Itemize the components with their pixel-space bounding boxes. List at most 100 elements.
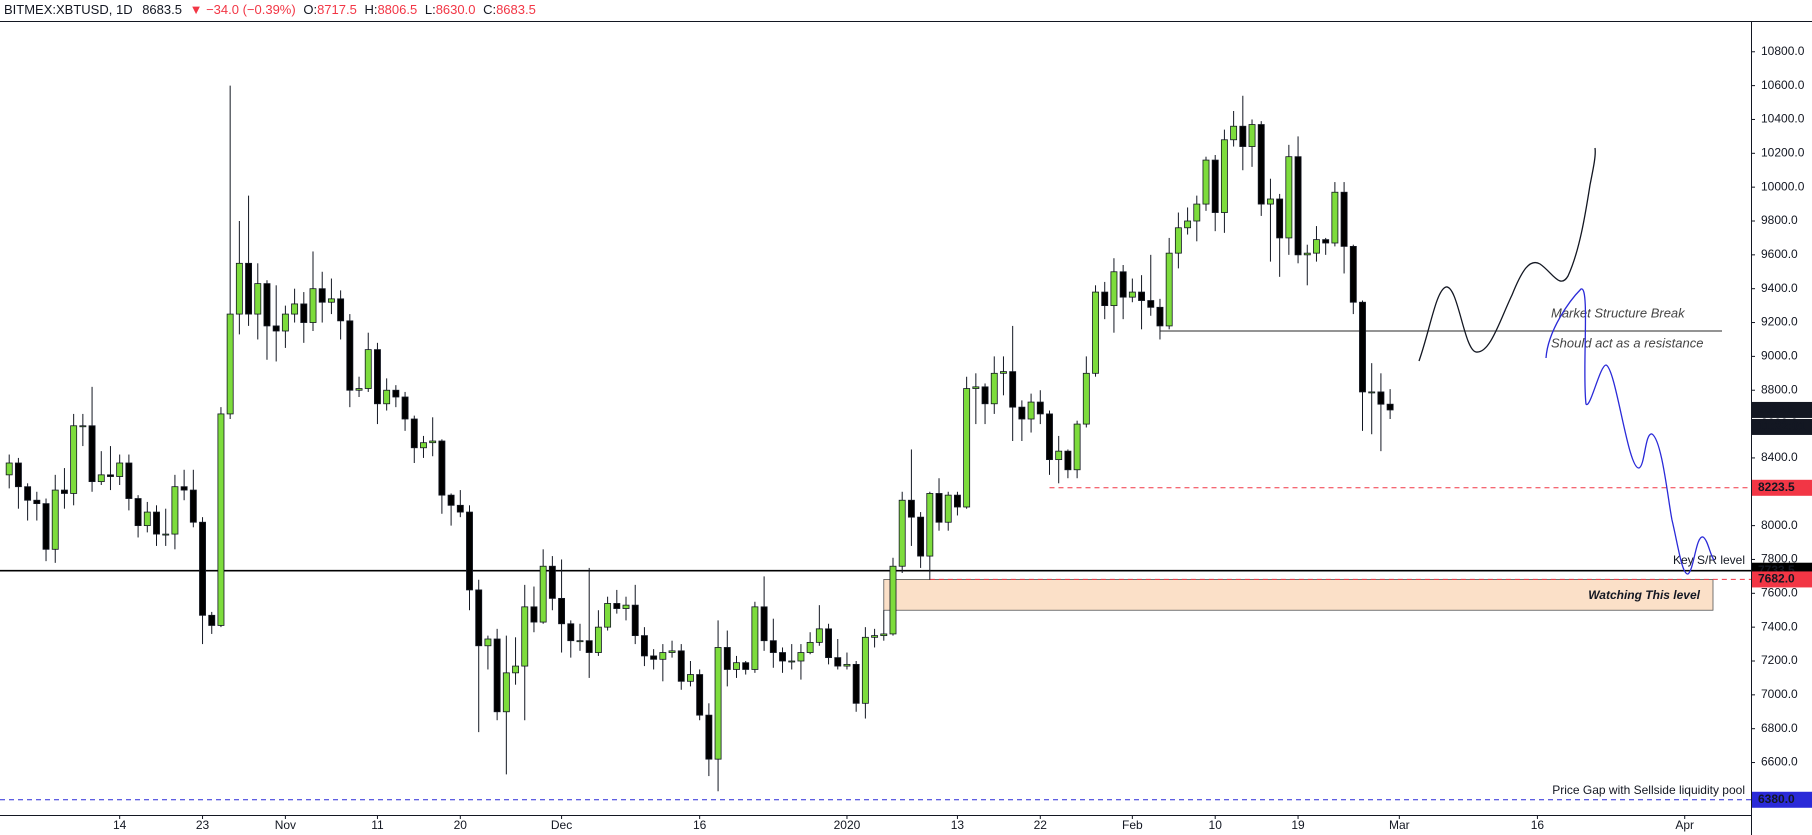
candle-body [429, 440, 437, 444]
candle-body [1046, 413, 1053, 461]
price-tag [1752, 479, 1812, 496]
x-tick-label: 13 [951, 818, 965, 832]
candle-body [1248, 124, 1256, 147]
candle-body [760, 606, 768, 642]
candle-body [834, 657, 842, 667]
y-tick-label: 7600.0 [1761, 585, 1798, 599]
y-tick-label: 8000.0 [1761, 518, 1798, 532]
x-tick-label: Mar [1389, 818, 1410, 832]
candle-body [871, 635, 879, 638]
x-tick-label: 22 [1034, 818, 1048, 832]
annotation: Price Gap with Sellside liquidity pool [1552, 783, 1745, 797]
candle-body [512, 665, 519, 674]
candle-body [815, 628, 823, 643]
y-tick-label: 9600.0 [1761, 247, 1798, 261]
x-tick-label: 20 [454, 818, 468, 832]
x-tick-label: Feb [1122, 818, 1143, 832]
candle-body [1101, 291, 1109, 307]
candle-body [1156, 306, 1164, 327]
header-change: ▼ −34.0 (−0.39%) [190, 2, 296, 17]
annotation: Should act as a resistance [1551, 335, 1703, 350]
candle-body [484, 638, 492, 647]
x-tick-label: 11 [371, 818, 384, 832]
candle-body [788, 660, 796, 663]
candle-body [5, 462, 13, 476]
plot: 6600.0 6800.0 7000.0 7200.0 7400.0 7600.0 7800… [0, 44, 1812, 832]
ohlc-key: C: [483, 2, 496, 17]
candle-body [33, 499, 41, 505]
candle-body [1285, 156, 1293, 239]
candle-body [668, 650, 676, 653]
last-price-label: 8683.5 [1758, 402, 1795, 416]
candle-body [963, 388, 971, 508]
candle-body [61, 489, 68, 494]
y-tick-label: 7800.0 [1761, 552, 1798, 566]
candle-body [502, 672, 510, 713]
projection-path [1545, 288, 1715, 575]
candle-body [1359, 301, 1366, 393]
candle-body [1377, 391, 1385, 405]
candle-body [1313, 239, 1320, 254]
candle-body [79, 425, 87, 428]
x-tick-label: 16 [1531, 818, 1545, 832]
candle-body [1294, 156, 1302, 256]
candle-body [779, 652, 786, 662]
countdown-tag [1752, 418, 1812, 435]
candle-body [97, 474, 105, 483]
candle-body [1073, 423, 1081, 471]
candle-body [861, 636, 869, 704]
candle-body [843, 663, 851, 667]
candle-body [1174, 227, 1182, 254]
candle-body [143, 511, 151, 527]
price-tag [1752, 791, 1812, 808]
y-tick-label: 10400.0 [1761, 112, 1805, 126]
symbol: BITMEX:XBTUSD, 1D [4, 2, 133, 17]
candle-body [447, 494, 455, 506]
candle-body [1386, 403, 1394, 411]
candle-body [1267, 198, 1274, 205]
candle-body [327, 298, 335, 303]
candle-body [1119, 271, 1127, 298]
candle-body [1239, 125, 1247, 147]
candle-body [383, 389, 391, 405]
candle-body [1082, 372, 1090, 425]
last-price-tag [1752, 401, 1812, 418]
candle-body [548, 565, 556, 599]
x-tick-label: Apr [1675, 818, 1694, 832]
candle-body [189, 489, 197, 523]
candle-body [272, 325, 280, 332]
candle-body [42, 503, 50, 550]
candle-body [1340, 191, 1348, 247]
x-tick-label: 23 [196, 818, 210, 832]
candle-body [594, 626, 602, 653]
candle-body [1322, 239, 1330, 244]
candle-body [935, 493, 943, 523]
candle-body [1110, 271, 1118, 307]
candle-body [1009, 371, 1017, 408]
candle-body [677, 650, 685, 682]
candle-body [14, 462, 22, 488]
x-tick-label: 19 [1291, 818, 1305, 832]
candle-body [1257, 124, 1265, 205]
candle-body [981, 386, 989, 405]
price-tag-label: 8223.5 [1758, 480, 1795, 494]
candle-body [392, 389, 400, 398]
price-tag-label: 6380.0 [1758, 792, 1795, 806]
candle-body [1368, 391, 1376, 394]
price-tag-label: 7682.0 [1758, 572, 1795, 586]
candle-body [337, 298, 345, 322]
candle-body [410, 418, 418, 449]
candle-body [889, 565, 897, 635]
candle-body [493, 638, 501, 713]
candle-body [797, 652, 805, 662]
candle-body [898, 499, 906, 567]
candle-body [346, 320, 354, 391]
candle-body [1064, 450, 1072, 471]
candle-body [1184, 220, 1192, 229]
candle-body [696, 674, 704, 716]
ohlc-value: 8630.0 [436, 2, 476, 17]
candle-body [576, 640, 584, 643]
candle-body [567, 623, 575, 642]
